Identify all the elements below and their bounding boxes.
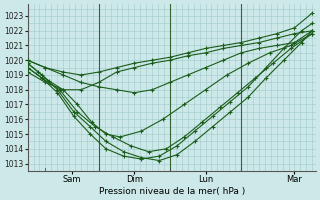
- X-axis label: Pression niveau de la mer( hPa ): Pression niveau de la mer( hPa ): [99, 187, 245, 196]
